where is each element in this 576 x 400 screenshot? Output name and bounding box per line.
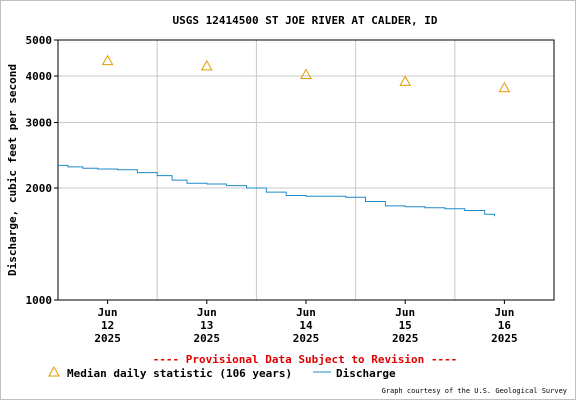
provisional-notice: ---- Provisional Data Subject to Revisio…: [153, 353, 458, 366]
y-axis-ticks: 1000 2000 3000 4000 5000: [26, 34, 58, 307]
y-tick-label: 1000: [26, 294, 53, 307]
x-tick-label: 13: [200, 319, 213, 332]
y-tick-label: 4000: [26, 70, 53, 83]
x-tick-label: 12: [101, 319, 114, 332]
median-marker: [399, 75, 412, 86]
y-axis-label: Discharge, cubic feet per second: [6, 64, 19, 276]
y-tick-label: 2000: [26, 182, 53, 195]
legend-triangle-icon: [48, 365, 60, 377]
median-marker: [101, 54, 114, 66]
median-marker: [200, 59, 213, 71]
x-tick-label: 2025: [293, 332, 320, 345]
y-tick-label: 5000: [26, 34, 53, 47]
x-tick-label: Jun: [296, 306, 316, 319]
x-tick-label: Jun: [197, 306, 217, 319]
legend: Median daily statistic (106 years) Disch…: [48, 365, 396, 380]
series-layer: [58, 54, 511, 217]
x-tick-label: 16: [498, 319, 512, 332]
chart-title: USGS 12414500 ST JOE RIVER AT CALDER, ID: [173, 14, 438, 27]
median-marker: [498, 81, 511, 93]
x-tick-label: Jun: [395, 306, 415, 319]
credit-text: Graph courtesy of the U.S. Geological Su…: [382, 387, 567, 395]
x-tick-label: 2025: [392, 332, 419, 345]
x-tick-label: 14: [299, 319, 313, 332]
x-tick-label: 2025: [491, 332, 518, 345]
x-tick-label: 2025: [94, 332, 121, 345]
y-tick-label: 3000: [26, 117, 53, 130]
x-tick-label: 15: [399, 319, 412, 332]
x-tick-label: 2025: [194, 332, 221, 345]
legend-median-label: Median daily statistic (106 years): [67, 367, 292, 380]
legend-discharge-label: Discharge: [336, 367, 396, 380]
x-axis-ticks: Jun122025Jun132025Jun142025Jun152025Jun1…: [94, 300, 518, 345]
median-marker: [300, 68, 312, 79]
discharge-line: [58, 164, 495, 217]
x-tick-label: Jun: [494, 306, 514, 319]
x-tick-label: Jun: [98, 306, 118, 319]
